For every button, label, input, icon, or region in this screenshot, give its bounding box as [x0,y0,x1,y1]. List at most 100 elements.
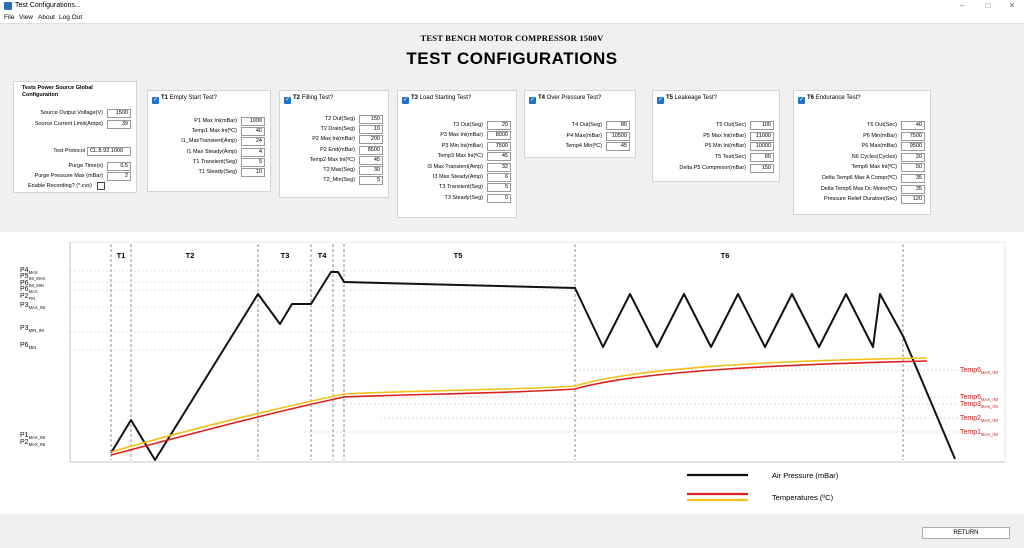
t5-field-label: P5 Min Ini(mBar) [704,143,746,150]
t3-field-input[interactable]: 0 [487,193,511,203]
left-axis-label: P4MAX [20,267,38,275]
t2-field-label: T2 Max(Seg) [323,167,355,173]
minimize-icon[interactable]: – [959,1,965,10]
t6-checkbox[interactable]: ✓ [798,97,805,104]
t5-field-label: P5 Max Ini(mBar) [703,132,746,139]
t1-field-input[interactable]: 24 [241,137,265,147]
t1-checkbox[interactable]: ✓ [152,97,159,104]
t6-field-input[interactable]: 7500 [901,131,925,141]
t6-field-input[interactable]: 20 [901,152,925,162]
air-pressure-curve [110,271,956,461]
t5-field-input[interactable]: 100 [750,121,774,130]
left-axis-label: P1MAX_INI [20,432,45,440]
global-config-title-1: Tests Power Source Global [22,85,93,91]
left-axis-label: P2FIN [20,293,35,301]
t4-field-input[interactable]: 45 [606,142,630,151]
t6-field-input[interactable]: 9500 [901,142,925,152]
t4-field-label: T4 Out(Seg) [571,122,602,128]
t2-field-label: T2 Out(Seg) [324,116,355,122]
t6-field-label: N6 Cycles(Cycles) [851,153,897,160]
t6-field-input[interactable]: 40 [901,121,925,130]
t5-field-input[interactable]: 10000 [750,142,774,152]
window-title: Test Configurations... [15,2,81,9]
global-config-title-2: Configuraiton [22,92,59,98]
t2-field-label: P2 End(mBar) [320,146,355,153]
phase-label: T5 [454,251,463,260]
t5-field-label: T5 Out(Sec) [716,122,746,128]
t2-checkbox[interactable]: ✓ [284,97,291,104]
t3-checkbox[interactable]: ✓ [402,97,409,104]
t5-checkbox[interactable]: ✓ [657,97,664,104]
t4-field-label: Temp4 Min(ºC) [565,143,602,149]
field-label: Test Protocol [53,148,85,154]
t3-field-input[interactable]: 6 [487,173,511,182]
t6-field-input[interactable]: 35 [901,184,925,194]
maximize-icon[interactable]: □ [985,1,991,10]
t3-field-input[interactable]: 20 [487,121,511,130]
t2-field-input[interactable]: 45 [359,155,383,165]
return-button[interactable]: RETURN [922,527,1010,539]
t2-field-input[interactable]: 5 [359,176,383,186]
phase-label: T2 [186,251,195,260]
t4-tag: T4 [538,95,546,101]
t6-title: Endurance Test? [815,95,861,101]
t2-field-input[interactable]: 200 [359,135,383,145]
t6-field-input[interactable]: 35 [901,174,925,183]
panel-t5: ✓ T5 Leakeage Test? T5 Out(Sec) 100 P5 Max… [652,90,780,182]
close-icon[interactable]: ✕ [1008,1,1016,10]
t1-field-input[interactable]: 10 [241,168,265,177]
t4-checkbox[interactable]: ✓ [529,97,536,104]
panel-t3: ✓ T3 Load Starting Test? T3 Out(Seg) 20 P3… [397,90,517,218]
t6-field-label: Delta Temp6 Max A Compr(ºC) [822,175,897,181]
t3-field-label: P3 Min Ini(mBar) [441,142,483,149]
field-label: Purge Pressure Max (mBar) [34,173,103,179]
right-axis-label: Temp2MAX_INI [960,415,998,423]
t3-field-label: P3 Max Ini(mBar) [440,132,483,139]
phase-label: T1 [117,251,126,260]
t3-field-input[interactable]: 32 [487,162,511,172]
t1-title: Empty Start Test? [169,95,217,101]
t5-field-input[interactable]: 60 [750,153,774,163]
t2-title: Filling Test? [301,95,334,101]
t2-field-input[interactable]: 10 [359,125,383,135]
t1-field-input[interactable]: 4 [241,147,265,157]
t3-field-input[interactable]: 45 [487,152,511,162]
t2-field-input[interactable]: 30 [359,166,383,175]
t4-field-input[interactable]: 10500 [606,131,630,141]
t2-field-input[interactable]: 8500 [359,145,383,155]
purge-pressure-input[interactable]: 2 [107,172,131,181]
t6-field-label: Delta Temp6 Max Dc Motor(ºC) [820,185,897,192]
t5-field-input[interactable]: 11000 [750,131,774,141]
purge-time-input[interactable]: 0.5 [107,162,131,171]
t5-field-label: Delta P5 Compresor(mBar) [679,164,746,171]
t2-field-input[interactable]: 150 [359,115,383,124]
left-axis-label: P6MIN [20,342,36,350]
test-protocol-input[interactable]: CL.8.92.1000 [87,147,131,156]
phase-label: T4 [318,251,328,260]
t4-field-input[interactable]: 80 [606,121,630,130]
t5-field-label: T5 Test(Sec) [714,154,746,161]
menu-view[interactable]: View [19,14,33,21]
field-label: Source Current Limit(Amps) [34,121,103,127]
t3-field-input[interactable]: 8000 [487,131,511,141]
menu-file[interactable]: File [4,14,15,21]
source-voltage-input[interactable]: 1500 [107,109,131,118]
t5-field-input[interactable]: 150 [750,163,774,173]
left-axis-label: P3MAX_INI [20,302,45,310]
t4-title: Over Pressure Test? [546,95,602,101]
t1-field-input[interactable]: 5 [241,157,265,167]
t6-field-input[interactable]: 50 [901,163,925,173]
t1-field-label: I1_MaxTransient(Amp) [181,138,237,145]
page-title: TEST CONFIGURATIONS [406,49,618,68]
menu-logout[interactable]: Log Out [59,14,83,21]
source-current-input[interactable]: 39 [107,120,131,129]
t3-field-input[interactable]: 5 [487,183,511,193]
t3-field-input[interactable]: 7500 [487,141,511,151]
enable-recording-checkbox[interactable] [97,182,105,190]
t1-field-input[interactable]: 40 [241,127,265,137]
t6-field-input[interactable]: 120 [901,195,925,205]
left-axis-label: P6MAX [20,286,38,294]
t1-field-label: Temp1 Max Ini(ºC) [191,128,237,135]
menu-about[interactable]: About [38,14,55,21]
t1-field-input[interactable]: 1000 [241,117,265,126]
